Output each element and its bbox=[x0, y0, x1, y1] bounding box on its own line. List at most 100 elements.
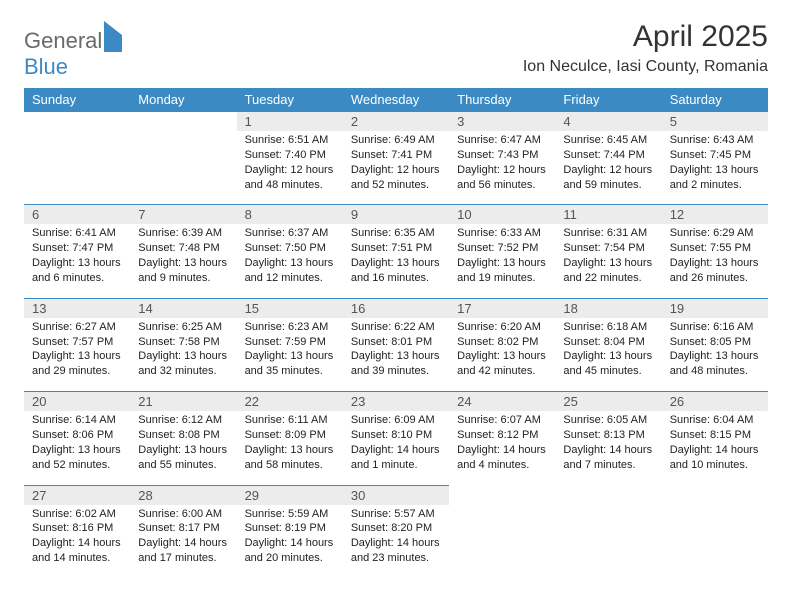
day-number: 16 bbox=[351, 301, 365, 316]
day-data-cell bbox=[24, 131, 130, 205]
daylight-text: Daylight: 13 hours and 42 minutes. bbox=[457, 349, 547, 379]
daylight-text: Daylight: 13 hours and 26 minutes. bbox=[670, 256, 760, 286]
sunset-text: Sunset: 8:02 PM bbox=[457, 335, 547, 350]
daylight-text: Daylight: 13 hours and 48 minutes. bbox=[670, 349, 760, 379]
day-number-cell: 3 bbox=[449, 112, 555, 132]
day-data-cell: Sunrise: 6:43 AMSunset: 7:45 PMDaylight:… bbox=[662, 131, 768, 205]
daylight-text: Daylight: 13 hours and 55 minutes. bbox=[138, 443, 228, 473]
day-data-cell: Sunrise: 6:39 AMSunset: 7:48 PMDaylight:… bbox=[130, 224, 236, 298]
day-number: 13 bbox=[32, 301, 46, 316]
daylight-text: Daylight: 13 hours and 2 minutes. bbox=[670, 163, 760, 193]
dayhead-fri: Friday bbox=[555, 88, 661, 112]
daylight-text: Daylight: 14 hours and 7 minutes. bbox=[563, 443, 653, 473]
logo-triangle-icon bbox=[104, 21, 122, 52]
sunset-text: Sunset: 8:12 PM bbox=[457, 428, 547, 443]
day-number: 15 bbox=[245, 301, 259, 316]
day-number-cell: 23 bbox=[343, 392, 449, 412]
sunrise-text: Sunrise: 5:59 AM bbox=[245, 507, 335, 522]
sunset-text: Sunset: 8:06 PM bbox=[32, 428, 122, 443]
daylight-text: Daylight: 13 hours and 29 minutes. bbox=[32, 349, 122, 379]
daylight-text: Daylight: 12 hours and 52 minutes. bbox=[351, 163, 441, 193]
daynum-row: 67 89 10 11 12 bbox=[24, 205, 768, 225]
daydata-row: Sunrise: 6:27 AMSunset: 7:57 PMDaylight:… bbox=[24, 318, 768, 392]
day-data-cell: Sunrise: 6:51 AMSunset: 7:40 PMDaylight:… bbox=[237, 131, 343, 205]
day-number-cell: 17 bbox=[449, 298, 555, 318]
sunrise-text: Sunrise: 6:09 AM bbox=[351, 413, 441, 428]
daylight-text: Daylight: 13 hours and 52 minutes. bbox=[32, 443, 122, 473]
sunrise-text: Sunrise: 6:47 AM bbox=[457, 133, 547, 148]
day-number-cell bbox=[555, 485, 661, 505]
sunset-text: Sunset: 7:45 PM bbox=[670, 148, 760, 163]
daylight-text: Daylight: 12 hours and 56 minutes. bbox=[457, 163, 547, 193]
day-data-cell bbox=[130, 131, 236, 205]
daydata-row: Sunrise: 6:14 AMSunset: 8:06 PMDaylight:… bbox=[24, 411, 768, 485]
sunrise-text: Sunrise: 6:23 AM bbox=[245, 320, 335, 335]
day-data-cell: Sunrise: 6:12 AMSunset: 8:08 PMDaylight:… bbox=[130, 411, 236, 485]
day-number-cell bbox=[662, 485, 768, 505]
daylight-text: Daylight: 14 hours and 20 minutes. bbox=[245, 536, 335, 566]
day-data-cell: Sunrise: 6:29 AMSunset: 7:55 PMDaylight:… bbox=[662, 224, 768, 298]
day-data-cell: Sunrise: 6:18 AMSunset: 8:04 PMDaylight:… bbox=[555, 318, 661, 392]
dayhead-mon: Monday bbox=[130, 88, 236, 112]
daynum-row: 12345 bbox=[24, 112, 768, 132]
daydata-row: Sunrise: 6:41 AMSunset: 7:47 PMDaylight:… bbox=[24, 224, 768, 298]
day-number: 7 bbox=[138, 207, 145, 222]
dayhead-sun: Sunday bbox=[24, 88, 130, 112]
page-title: April 2025 bbox=[523, 20, 768, 54]
daylight-text: Daylight: 14 hours and 1 minute. bbox=[351, 443, 441, 473]
sunrise-text: Sunrise: 5:57 AM bbox=[351, 507, 441, 522]
sunrise-text: Sunrise: 6:04 AM bbox=[670, 413, 760, 428]
day-number: 19 bbox=[670, 301, 684, 316]
day-number-cell: 8 bbox=[237, 205, 343, 225]
day-number-cell: 28 bbox=[130, 485, 236, 505]
day-data-cell: Sunrise: 6:27 AMSunset: 7:57 PMDaylight:… bbox=[24, 318, 130, 392]
day-number: 11 bbox=[563, 207, 577, 222]
day-number: 9 bbox=[351, 207, 358, 222]
sunset-text: Sunset: 8:13 PM bbox=[563, 428, 653, 443]
day-number-cell: 14 bbox=[130, 298, 236, 318]
sunset-text: Sunset: 7:47 PM bbox=[32, 241, 122, 256]
day-number-cell: 15 bbox=[237, 298, 343, 318]
day-data-cell: Sunrise: 6:41 AMSunset: 7:47 PMDaylight:… bbox=[24, 224, 130, 298]
sunset-text: Sunset: 8:16 PM bbox=[32, 521, 122, 536]
daylight-text: Daylight: 13 hours and 19 minutes. bbox=[457, 256, 547, 286]
daylight-text: Daylight: 12 hours and 48 minutes. bbox=[245, 163, 335, 193]
sunrise-text: Sunrise: 6:39 AM bbox=[138, 226, 228, 241]
daylight-text: Daylight: 14 hours and 4 minutes. bbox=[457, 443, 547, 473]
day-number-cell: 9 bbox=[343, 205, 449, 225]
day-number: 21 bbox=[138, 394, 152, 409]
calendar-table: Sunday Monday Tuesday Wednesday Thursday… bbox=[24, 88, 768, 578]
sunset-text: Sunset: 8:09 PM bbox=[245, 428, 335, 443]
daylight-text: Daylight: 13 hours and 16 minutes. bbox=[351, 256, 441, 286]
daylight-text: Daylight: 14 hours and 10 minutes. bbox=[670, 443, 760, 473]
sunrise-text: Sunrise: 6:25 AM bbox=[138, 320, 228, 335]
sunset-text: Sunset: 7:57 PM bbox=[32, 335, 122, 350]
day-number: 10 bbox=[457, 207, 471, 222]
daylight-text: Daylight: 13 hours and 12 minutes. bbox=[245, 256, 335, 286]
day-data-cell: Sunrise: 5:57 AMSunset: 8:20 PMDaylight:… bbox=[343, 505, 449, 578]
day-number-cell: 10 bbox=[449, 205, 555, 225]
day-number: 14 bbox=[138, 301, 152, 316]
sunset-text: Sunset: 8:19 PM bbox=[245, 521, 335, 536]
day-number-cell: 6 bbox=[24, 205, 130, 225]
sunset-text: Sunset: 7:54 PM bbox=[563, 241, 653, 256]
day-data-cell: Sunrise: 5:59 AMSunset: 8:19 PMDaylight:… bbox=[237, 505, 343, 578]
day-data-cell: Sunrise: 6:00 AMSunset: 8:17 PMDaylight:… bbox=[130, 505, 236, 578]
logo-word1: General bbox=[24, 28, 102, 53]
day-number: 24 bbox=[457, 394, 471, 409]
day-number-cell: 12 bbox=[662, 205, 768, 225]
day-number: 4 bbox=[563, 114, 570, 129]
day-number-cell bbox=[130, 112, 236, 132]
day-data-cell: Sunrise: 6:22 AMSunset: 8:01 PMDaylight:… bbox=[343, 318, 449, 392]
sunrise-text: Sunrise: 6:12 AM bbox=[138, 413, 228, 428]
daylight-text: Daylight: 13 hours and 9 minutes. bbox=[138, 256, 228, 286]
sunset-text: Sunset: 7:55 PM bbox=[670, 241, 760, 256]
sunrise-text: Sunrise: 6:29 AM bbox=[670, 226, 760, 241]
day-number-cell bbox=[449, 485, 555, 505]
day-number: 1 bbox=[245, 114, 252, 129]
sunrise-text: Sunrise: 6:33 AM bbox=[457, 226, 547, 241]
day-number: 29 bbox=[245, 488, 259, 503]
sunset-text: Sunset: 8:17 PM bbox=[138, 521, 228, 536]
dayhead-sat: Saturday bbox=[662, 88, 768, 112]
header: General Blue April 2025 Ion Neculce, Ias… bbox=[24, 20, 768, 80]
